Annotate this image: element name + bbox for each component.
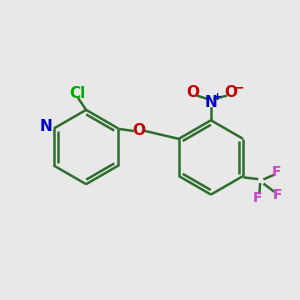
Text: +: + bbox=[213, 92, 222, 101]
Text: F: F bbox=[272, 165, 282, 179]
Text: F: F bbox=[273, 188, 283, 202]
Text: O: O bbox=[225, 85, 238, 100]
Text: −: − bbox=[233, 81, 244, 94]
Text: O: O bbox=[186, 85, 199, 100]
Text: N: N bbox=[205, 95, 217, 110]
Text: O: O bbox=[132, 123, 145, 138]
Text: Cl: Cl bbox=[69, 86, 85, 101]
Text: F: F bbox=[253, 191, 263, 205]
Text: N: N bbox=[40, 119, 53, 134]
